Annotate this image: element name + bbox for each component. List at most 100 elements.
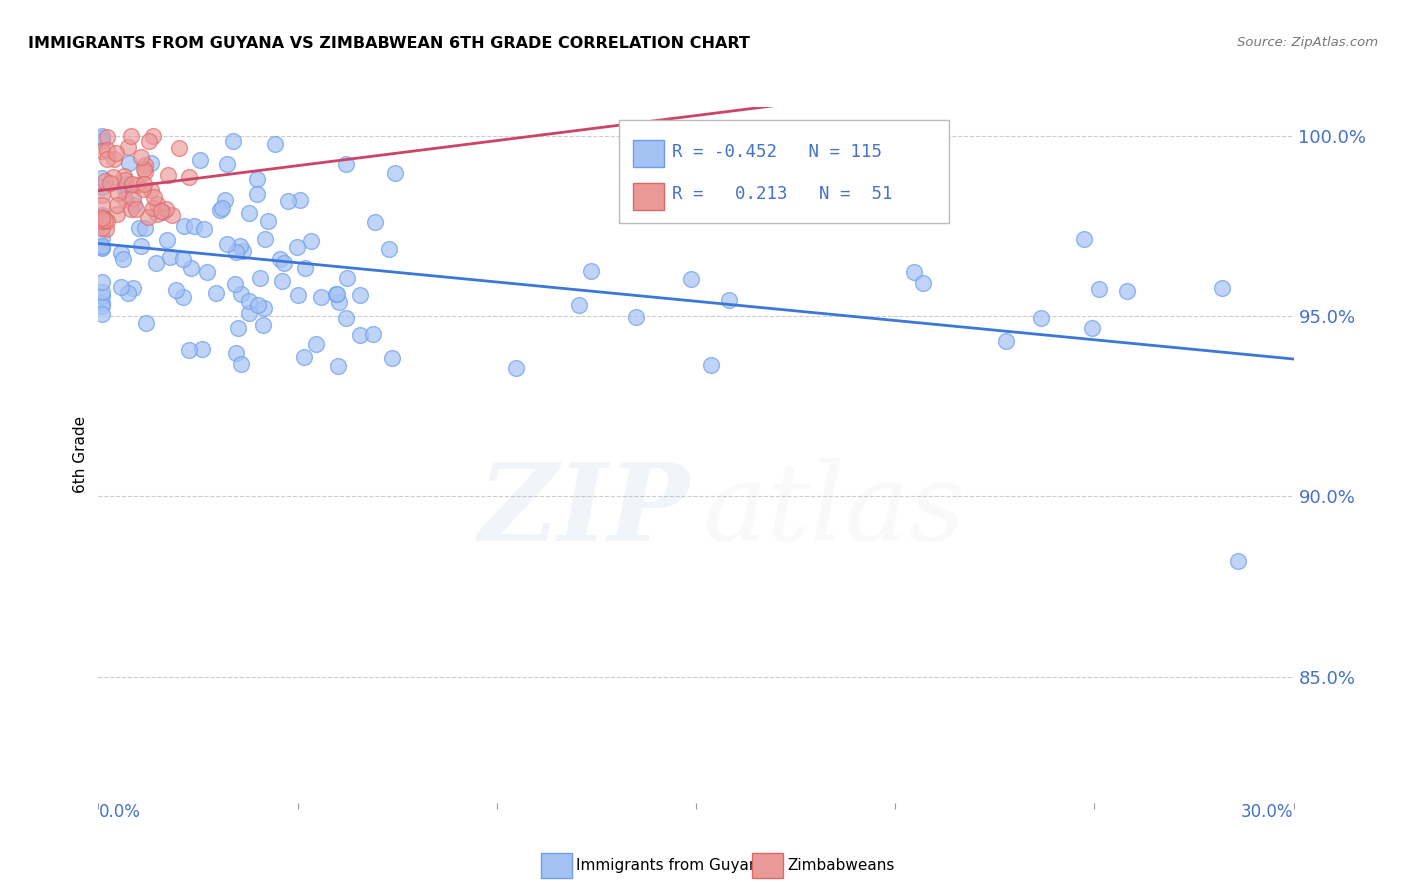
Point [120,128,142,143]
Point [335,271,357,285]
Text: Immigrants from Guyana: Immigrants from Guyana [576,858,768,872]
Point [1115,284,1137,298]
Point [91,296,114,310]
Point [141,155,163,169]
Point [112,252,135,267]
Point [91,240,114,254]
Point [361,326,384,341]
Point [91,307,114,321]
Point [122,197,145,211]
Point [157,168,180,182]
Point [377,243,399,257]
Point [142,128,165,143]
Point [91,275,114,289]
Point [91,131,114,145]
Point [134,158,156,172]
Point [91,285,114,299]
Point [167,141,190,155]
Point [139,183,162,197]
Point [114,192,136,206]
Point [117,139,139,153]
Point [125,202,148,216]
Point [135,316,157,330]
Point [326,287,349,301]
Point [91,128,114,143]
Point [209,203,232,218]
Point [626,310,648,324]
Point [91,289,114,303]
Point [305,336,328,351]
Point [1088,282,1111,296]
Point [1073,232,1095,246]
Point [156,233,179,247]
Point [114,177,136,191]
Point [132,182,155,196]
Point [105,145,128,160]
Point [118,155,141,169]
Point [128,221,150,235]
Point [246,187,269,202]
Point [98,176,121,190]
Point [160,208,183,222]
Point [1211,281,1233,295]
Point [91,211,114,225]
Point [1226,554,1249,568]
Point [105,198,128,212]
Point [120,202,142,216]
Point [903,265,925,279]
Point [165,284,187,298]
Point [226,321,249,335]
Point [136,210,159,224]
Text: R =   0.213   N =  51: R = 0.213 N = 51 [672,186,893,203]
Point [225,346,247,360]
Point [149,203,172,218]
Text: 30.0%: 30.0% [1241,803,1294,821]
Point [335,310,357,325]
Point [159,250,181,264]
Point [228,239,250,253]
Point [1080,320,1102,334]
Point [211,201,233,215]
Point [232,244,254,259]
Point [229,287,252,301]
Point [172,252,194,266]
Point [142,190,165,204]
Point [121,177,143,191]
Point [91,198,114,212]
Point [152,205,174,219]
Point [93,174,115,188]
Point [381,351,404,366]
Point [155,202,177,216]
Point [110,246,132,260]
Point [717,293,740,308]
Point [134,165,156,179]
Point [173,219,195,233]
Point [912,276,935,290]
Point [364,214,387,228]
Text: ZIP: ZIP [478,458,690,564]
Y-axis label: 6th Grade: 6th Grade [73,417,89,493]
Point [328,295,350,310]
Point [91,208,114,222]
Point [91,180,114,194]
Text: R = -0.452   N = 115: R = -0.452 N = 115 [672,143,882,161]
Point [257,214,280,228]
Point [91,214,114,228]
Point [222,134,245,148]
Point [288,193,311,207]
Point [94,222,117,236]
Point [91,239,114,253]
Point [91,170,114,185]
Point [183,219,205,233]
Point [579,264,602,278]
Point [214,193,236,207]
Point [112,169,135,183]
Point [568,298,591,312]
Point [91,221,114,235]
Text: Zimbabweans: Zimbabweans [787,858,894,872]
Point [249,270,271,285]
Point [129,239,152,253]
Point [145,207,167,221]
Point [127,178,149,193]
Point [238,306,260,320]
